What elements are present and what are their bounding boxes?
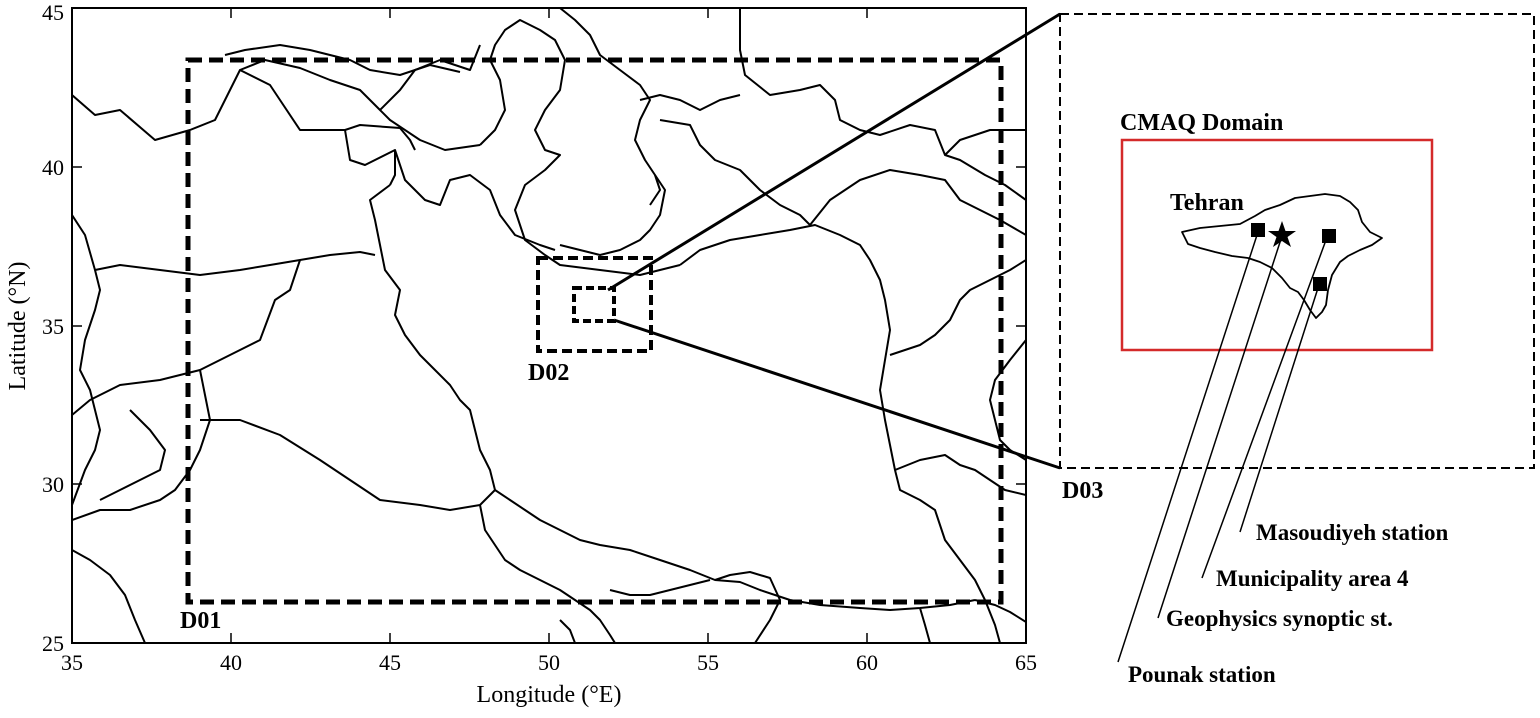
masoudiyeh-station-marker <box>1313 277 1327 291</box>
station-leader-lines <box>1117 231 1327 663</box>
y-tick-label: 25 <box>42 631 64 656</box>
station-label: Geophysics synoptic st. <box>1166 606 1393 631</box>
municipality-area4-marker <box>1322 229 1336 243</box>
y-axis: 25 30 35 40 45 Latitude (°N) <box>5 0 1026 656</box>
x-tick-label: 50 <box>538 650 560 675</box>
d03-label: D03 <box>1062 478 1103 504</box>
x-tick-label: 65 <box>1015 650 1037 675</box>
x-axis-title: Longitude (°E) <box>477 682 622 708</box>
inset-frame <box>1059 13 1535 469</box>
pounak-station-marker <box>1251 223 1265 237</box>
x-tick-label: 40 <box>220 650 242 675</box>
domain-d01-box <box>185 57 1004 605</box>
country-borders <box>72 8 1026 643</box>
y-axis-title: Latitude (°N) <box>5 262 31 391</box>
tehran-outline <box>1181 193 1383 319</box>
tehran-label: Tehran <box>1170 190 1244 216</box>
x-tick-label: 55 <box>697 650 719 675</box>
station-label: Masoudiyeh station <box>1256 520 1449 545</box>
d01-label: D01 <box>180 608 221 634</box>
geophysics-star-icon <box>1268 221 1296 247</box>
domain-d02-box <box>536 256 653 353</box>
x-tick-label: 60 <box>856 650 878 675</box>
zoom-line-bottom <box>613 318 1061 470</box>
cmaq-domain-label: CMAQ Domain <box>1120 110 1283 136</box>
x-tick-label: 45 <box>379 650 401 675</box>
x-tick-label: 35 <box>61 650 83 675</box>
y-tick-label: 30 <box>42 472 64 497</box>
station-label: Municipality area 4 <box>1216 566 1409 591</box>
station-label: Pounak station <box>1128 662 1276 687</box>
y-tick-label: 35 <box>42 314 64 339</box>
x-axis: 35 40 45 50 55 60 65 Longitude (°E) <box>61 8 1037 708</box>
d02-label: D02 <box>528 360 569 386</box>
domain-d03-box <box>572 286 616 323</box>
y-tick-label: 40 <box>42 155 64 180</box>
y-tick-label: 45 <box>42 0 64 25</box>
cmaq-domain-box <box>1120 138 1434 352</box>
zoom-line-top <box>607 12 1061 292</box>
